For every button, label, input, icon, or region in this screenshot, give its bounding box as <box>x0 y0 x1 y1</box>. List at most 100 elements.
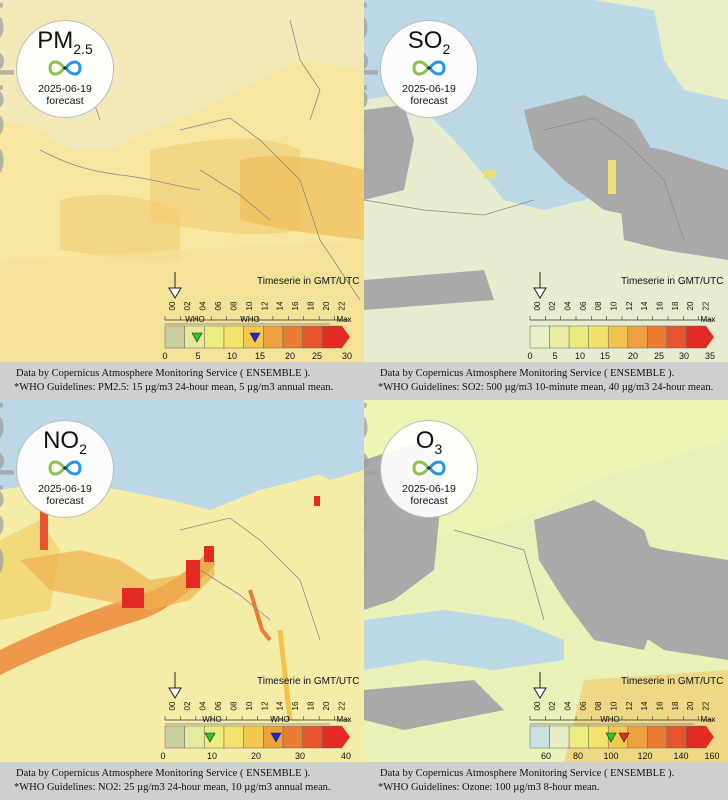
scapeler-logo-icon <box>412 460 446 476</box>
color-scale-segment <box>223 725 244 749</box>
scapeler-logo-icon <box>412 60 446 76</box>
scale-tick-label: 25 <box>654 351 664 361</box>
color-scale-segment <box>164 325 185 349</box>
color-scale-segment <box>588 325 609 349</box>
timeseries-label: Timeserie in GMT/UTC <box>257 276 360 287</box>
pollutant-badge: NO2 2025-06-19 forecast <box>16 420 114 518</box>
forecast-date: 2025-06-19 <box>402 83 456 95</box>
who-marker-icon <box>249 332 261 343</box>
hour-tick-label: 16 <box>291 301 300 310</box>
pollutant-badge: O3 2025-06-19 forecast <box>380 420 478 518</box>
hour-tick-label: 08 <box>594 301 603 310</box>
hour-tick-label: 18 <box>307 301 316 310</box>
timeseries-label: Timeserie in GMT/UTC <box>621 276 724 287</box>
color-scale-segment <box>549 325 570 349</box>
pollutant-symbol: PM <box>37 27 74 54</box>
color-scale-segment <box>263 325 284 349</box>
pollutant-subscript: 2 <box>442 40 451 57</box>
time-arrow-icon <box>533 287 547 299</box>
who-marker-icon <box>618 732 630 743</box>
hour-tick-label: 10 <box>245 301 254 310</box>
scale-tick-label: 40 <box>341 751 351 761</box>
hour-tick-label: 00 <box>533 301 542 310</box>
color-scale-segment <box>223 325 244 349</box>
hour-tick-label: 20 <box>322 701 331 710</box>
color-scale-segment <box>686 725 707 749</box>
who-marker-icon <box>191 332 203 343</box>
pm25-map <box>0 0 364 362</box>
hour-tick-label: 02 <box>548 301 557 310</box>
hour-tick-label: 06 <box>579 301 588 310</box>
scale-tick-label: 20 <box>251 751 261 761</box>
hour-tick-label: 02 <box>183 701 192 710</box>
color-scale-segment <box>568 725 589 749</box>
hour-tick-label: 14 <box>640 301 649 310</box>
pollutant-title: PM2.5 <box>17 27 113 57</box>
scale-tick-label: 100 <box>603 751 618 761</box>
color-scale-segment <box>588 725 609 749</box>
caption-who-guidelines: *WHO Guidelines: Ozone: 100 µg/m3 8-hour… <box>378 782 600 793</box>
scale-max-arrow-icon <box>342 726 350 748</box>
color-scale-segment <box>243 725 264 749</box>
hour-tick-label: 20 <box>686 301 695 310</box>
scale-tick-label: 30 <box>342 351 352 361</box>
hour-tick-label: 08 <box>229 701 238 710</box>
scale-tick-label: 60 <box>541 751 551 761</box>
hour-tick-label: 20 <box>686 701 695 710</box>
color-scale-segment <box>322 325 343 349</box>
forecast-date: 2025-06-19 <box>38 83 92 95</box>
caption: Data by Copernicus Atmosphere Monitoring… <box>364 362 728 400</box>
caption-who-guidelines: *WHO Guidelines: SO2: 500 µg/m3 10-minut… <box>378 382 714 393</box>
hour-tick-label: 06 <box>579 701 588 710</box>
forecast-date: 2025-06-19 <box>402 483 456 495</box>
scale-tick-label: 80 <box>573 751 583 761</box>
hour-tick-label: 04 <box>199 701 208 710</box>
color-scale-segment <box>302 325 323 349</box>
hour-tick-label: 10 <box>609 701 618 710</box>
scale-tick-label: 20 <box>628 351 638 361</box>
max-label: Max <box>700 715 715 724</box>
color-scale-segment <box>322 725 343 749</box>
hour-tick-label: 04 <box>563 701 572 710</box>
color-scale-segment <box>647 725 668 749</box>
hour-tick-label: 10 <box>245 701 254 710</box>
who-marker-icon <box>204 732 216 743</box>
forecast-mode: forecast <box>46 95 84 107</box>
color-scale-segment <box>686 325 707 349</box>
forecast-mode: forecast <box>410 495 448 507</box>
hour-tick-label: 02 <box>548 701 557 710</box>
who-label: WHO <box>600 715 620 724</box>
pollutant-title: O3 <box>381 427 477 457</box>
scale-tick-label: 0 <box>527 351 532 361</box>
color-scale-segment <box>529 325 550 349</box>
scale-tick-label: 15 <box>600 351 610 361</box>
scale-tick-label: 35 <box>705 351 715 361</box>
scale-tick-label: 10 <box>207 751 217 761</box>
hour-tick-label: 12 <box>625 701 634 710</box>
panel-o3: Scapeler O3 2025-06-19 forecast Timeseri… <box>364 400 728 800</box>
hour-tick-label: 06 <box>214 701 223 710</box>
scapeler-logo-icon <box>48 60 82 76</box>
scale-tick-label: 10 <box>575 351 585 361</box>
panel-no2: Scapeler NO2 2025-06-19 forecast Timeser… <box>0 400 364 800</box>
hour-tick-label: 18 <box>671 301 680 310</box>
max-label: Max <box>336 715 351 724</box>
caption-who-guidelines: *WHO Guidelines: PM2.5: 15 µg/m3 24-hour… <box>14 382 334 393</box>
who-label: WHO <box>240 315 260 324</box>
scale-tick-label: 30 <box>679 351 689 361</box>
who-marker-icon <box>270 732 282 743</box>
hour-tick-label: 12 <box>260 301 269 310</box>
forecast-date: 2025-06-19 <box>38 483 92 495</box>
caption: Data by Copernicus Atmosphere Monitoring… <box>364 762 728 800</box>
color-scale-segment <box>204 325 225 349</box>
who-marker-icon <box>605 732 617 743</box>
color-scale-segment <box>627 725 648 749</box>
pollutant-subscript: 3 <box>434 440 443 457</box>
color-scale-segment <box>607 325 629 349</box>
pollutant-title: SO2 <box>381 27 477 57</box>
pollutant-symbol: NO <box>43 427 80 454</box>
panel-so2: Scapeler SO2 2025-06-19 forecast Timeser… <box>364 0 728 400</box>
time-arrow-icon <box>168 287 182 299</box>
legend-scale: 00 02 04 06 08 10 12 14 16 18 20 22 WHO WHO Max 0 10 20 30… <box>160 672 352 761</box>
hour-tick-label: 14 <box>640 701 649 710</box>
